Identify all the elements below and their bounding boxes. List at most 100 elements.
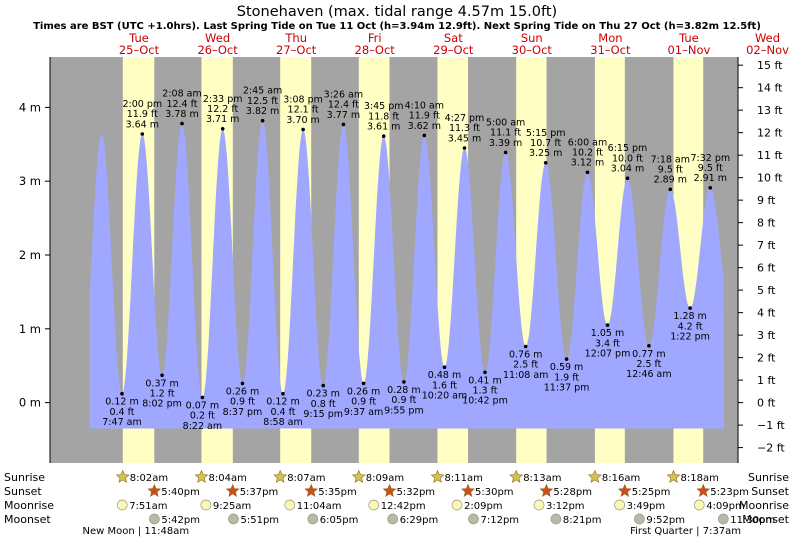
- tide-point: [140, 132, 145, 136]
- tide-label: 3.4 ft: [595, 338, 620, 349]
- sunrise-time: 8:09am: [366, 473, 404, 484]
- tide-label: 5:15 pm: [526, 128, 566, 139]
- y-tick-label-right: 14 ft: [757, 82, 783, 95]
- tide-label: 12.4 ft: [328, 100, 359, 111]
- sunset-icon: [382, 483, 397, 497]
- tide-label: 3:45 pm: [364, 101, 404, 112]
- moonrise-time: 4:09pm: [706, 501, 745, 512]
- sunrise-icon: [194, 469, 209, 483]
- moonrise-time: 2:09pm: [464, 501, 503, 512]
- sunset-icon: [147, 483, 162, 497]
- tide-label: 11.8 ft: [368, 111, 399, 122]
- moonset-time: 11:30pm: [730, 515, 775, 526]
- sunset-time: 5:32pm: [397, 487, 436, 498]
- sunrise-icon: [115, 469, 130, 483]
- tide-label: 1.2 ft: [150, 389, 175, 400]
- tide-label: 10:42 pm: [462, 396, 508, 407]
- y-tick-label-right: 2 ft: [757, 352, 776, 365]
- tide-label: 1.05 m: [591, 328, 624, 339]
- moon-phase-label: New Moon | 11:48am: [82, 526, 189, 537]
- y-tick-label-right: −2 ft: [757, 442, 785, 455]
- moonset-time: 7:12pm: [481, 515, 520, 526]
- tide-point: [381, 134, 386, 138]
- moonrise-time: 7:51am: [129, 501, 167, 512]
- sunrise-icon: [273, 469, 288, 483]
- tide-point: [625, 176, 630, 180]
- tide-label: 0.37 m: [145, 378, 178, 389]
- tide-label: 11:08 am: [503, 370, 548, 381]
- tide-label: 0.8 ft: [311, 399, 336, 410]
- tide-point: [160, 373, 164, 378]
- tide-label: 3:26 am: [324, 89, 363, 100]
- tide-point: [220, 127, 225, 131]
- sunset-time: 5:37pm: [240, 487, 279, 498]
- tide-label: 11.9 ft: [127, 109, 158, 120]
- sunrise-icon: [430, 469, 445, 483]
- tide-label: 8:02 pm: [142, 399, 182, 410]
- sunrise-time: 8:11am: [445, 473, 483, 484]
- sunset-time: 5:28pm: [553, 487, 592, 498]
- moonset-icon: [550, 513, 562, 525]
- moonset-time: 8:21pm: [563, 515, 602, 526]
- y-tick-label-right: 11 ft: [757, 149, 783, 162]
- tide-point: [260, 118, 265, 123]
- tide-point: [442, 365, 447, 370]
- tide-label: 4:27 pm: [445, 113, 485, 124]
- tide-label: 0.9 ft: [391, 395, 416, 406]
- tide-label: 1.9 ft: [554, 372, 579, 383]
- y-tick-label-left: 3 m: [19, 174, 41, 188]
- sunset-icon: [225, 483, 240, 497]
- row-label-left: Moonrise: [4, 499, 54, 512]
- row-label-left: Sunset: [4, 485, 42, 498]
- tide-label: 9:55 pm: [384, 405, 424, 416]
- tide-label: 2.89 m: [654, 175, 687, 186]
- tide-label: 3.82 m: [246, 106, 279, 117]
- tide-label: 3.64 m: [126, 119, 159, 130]
- moonset-icon: [634, 513, 645, 525]
- y-tick-label-right: 0 ft: [757, 397, 776, 410]
- y-tick-label-right: 9 ft: [757, 194, 776, 207]
- row-label-left: Sunrise: [4, 471, 45, 484]
- sunrise-icon: [666, 469, 681, 483]
- y-tick-label-right: 15 ft: [757, 59, 783, 72]
- tide-point: [543, 161, 548, 165]
- tide-label: 0.4 ft: [270, 407, 295, 418]
- tide-point: [240, 381, 245, 386]
- row-label-left: Moonset: [4, 513, 51, 526]
- tide-point: [688, 306, 692, 310]
- tide-label: 10.0 ft: [612, 153, 643, 164]
- day-weekday: Sat: [444, 31, 463, 45]
- tide-label: 3.45 m: [448, 133, 481, 144]
- tide-label: 12.5 ft: [247, 96, 278, 107]
- day-weekday: Mon: [598, 31, 622, 45]
- chart-subtitle: Times are BST (UTC +1.0hrs). Last Spring…: [33, 21, 761, 32]
- y-tick-label-right: 7 ft: [757, 239, 776, 252]
- tide-point: [120, 391, 124, 396]
- y-tick-label-right: 10 ft: [757, 172, 783, 185]
- tide-label: 3.62 m: [408, 121, 441, 132]
- tide-label: 2.91 m: [694, 173, 727, 184]
- y-axis-right: −2 ft −1 ft 0 ft 1 ft 2 ft 3 ft 4 ft 5 ft 6 ft 7 …: [738, 59, 785, 455]
- tide-label: 0.23 m: [306, 389, 339, 400]
- tide-label: 0.48 m: [428, 370, 461, 381]
- moonrise-icon: [368, 499, 380, 511]
- moonset-icon: [717, 513, 729, 525]
- sunset-time: 5:35pm: [318, 487, 357, 498]
- day-date: 01–Nov: [667, 43, 710, 57]
- tide-point: [564, 357, 569, 361]
- tide-label: 4:10 am: [405, 100, 444, 111]
- tide-label: 6:15 pm: [608, 143, 648, 154]
- moonset-time: 9:52pm: [646, 515, 685, 526]
- sunset-time: 5:23pm: [710, 487, 749, 498]
- sunrise-time: 8:02am: [130, 473, 168, 484]
- moonset-icon: [228, 513, 239, 525]
- y-tick-label-right: 1 ft: [757, 374, 776, 387]
- tide-point: [668, 187, 673, 192]
- tide-point: [402, 380, 406, 384]
- day-date: 28–Oct: [355, 43, 396, 57]
- day-date: 27–Oct: [276, 43, 317, 57]
- moonset-time: 5:42pm: [161, 515, 200, 526]
- sunset-time: 5:40pm: [161, 487, 200, 498]
- tide-label: 1.3 ft: [472, 386, 497, 397]
